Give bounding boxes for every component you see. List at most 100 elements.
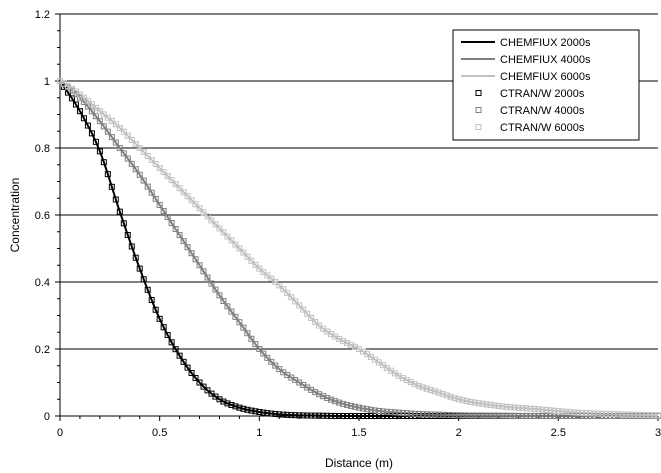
data-point	[120, 220, 127, 227]
x-axis-label: Distance (m)	[325, 456, 393, 470]
data-point	[567, 409, 574, 416]
data-point	[651, 412, 658, 419]
data-point	[348, 413, 355, 419]
data-point	[172, 346, 179, 353]
data-point	[467, 398, 474, 405]
data-point	[352, 403, 359, 410]
data-point	[244, 330, 251, 337]
data-point	[443, 392, 450, 399]
data-point	[196, 379, 203, 386]
data-point	[168, 177, 175, 184]
data-point	[415, 382, 422, 389]
data-point	[84, 97, 91, 104]
data-point	[371, 413, 378, 419]
data-point	[599, 410, 606, 417]
data-point	[184, 193, 191, 200]
data-point	[276, 366, 283, 373]
data-point	[320, 393, 327, 400]
data-point	[427, 387, 434, 394]
data-point	[587, 410, 594, 417]
data-point	[316, 322, 323, 329]
series-line	[59, 80, 659, 417]
data-point	[495, 402, 502, 409]
data-point	[168, 220, 175, 227]
data-point	[252, 261, 259, 268]
data-point	[256, 346, 263, 352]
data-point	[543, 407, 550, 413]
data-point	[647, 412, 654, 419]
data-point	[180, 358, 187, 365]
data-point	[116, 145, 123, 151]
data-point	[567, 413, 574, 419]
data-point	[595, 410, 602, 417]
data-point	[272, 362, 279, 369]
data-point	[88, 130, 95, 137]
data-point	[124, 231, 131, 238]
data-point	[276, 282, 283, 289]
data-point	[419, 411, 426, 418]
data-point	[112, 196, 119, 203]
data-point	[511, 412, 518, 419]
y-tick-label: 0.6	[35, 210, 50, 222]
data-point	[156, 315, 163, 322]
data-point	[320, 412, 327, 419]
data-point	[256, 265, 263, 272]
data-point	[503, 412, 510, 419]
data-point	[324, 394, 331, 401]
data-point	[543, 413, 550, 419]
data-point	[176, 232, 183, 239]
data-point	[387, 413, 394, 419]
data-point	[503, 403, 510, 410]
data-point	[112, 139, 119, 146]
data-point	[359, 405, 366, 412]
data-point	[176, 352, 183, 359]
data-point	[220, 229, 227, 236]
data-point	[623, 411, 630, 418]
data-point	[268, 275, 275, 282]
data-point	[188, 369, 195, 376]
data-point	[511, 404, 518, 411]
data-point	[164, 332, 171, 339]
data-point	[108, 183, 115, 190]
data-point	[144, 286, 151, 293]
data-point	[427, 411, 434, 418]
data-point	[535, 406, 542, 413]
data-point	[200, 383, 207, 390]
data-point	[332, 398, 339, 405]
data-point	[148, 297, 155, 304]
data-point	[128, 160, 135, 167]
data-point	[507, 404, 514, 411]
data-point	[216, 225, 223, 232]
data-point	[184, 244, 191, 251]
data-point	[76, 94, 83, 101]
data-point	[531, 412, 538, 419]
legend-label: CHEMFIUX 4000s	[500, 54, 591, 66]
legend-label: CTRAN/W 6000s	[500, 122, 585, 134]
data-point	[463, 398, 470, 405]
data-point	[104, 128, 111, 135]
data-point	[132, 254, 139, 261]
data-point	[196, 262, 203, 269]
data-point	[80, 115, 87, 122]
data-point	[348, 341, 355, 348]
data-point	[100, 159, 107, 166]
data-point	[631, 411, 638, 418]
data-point	[200, 209, 207, 216]
data-point	[140, 177, 147, 184]
data-point	[196, 205, 203, 212]
data-point	[144, 183, 151, 190]
data-point	[160, 207, 167, 214]
data-point	[575, 409, 582, 416]
data-point	[228, 308, 235, 315]
data-point	[132, 166, 139, 173]
data-point	[643, 412, 650, 419]
data-point	[216, 292, 223, 299]
data-point	[272, 410, 279, 417]
data-point	[148, 157, 155, 164]
data-point	[120, 150, 127, 157]
x-tick-label: 2	[456, 427, 462, 439]
data-point	[575, 413, 582, 419]
data-point	[607, 411, 614, 418]
data-point	[224, 400, 231, 407]
